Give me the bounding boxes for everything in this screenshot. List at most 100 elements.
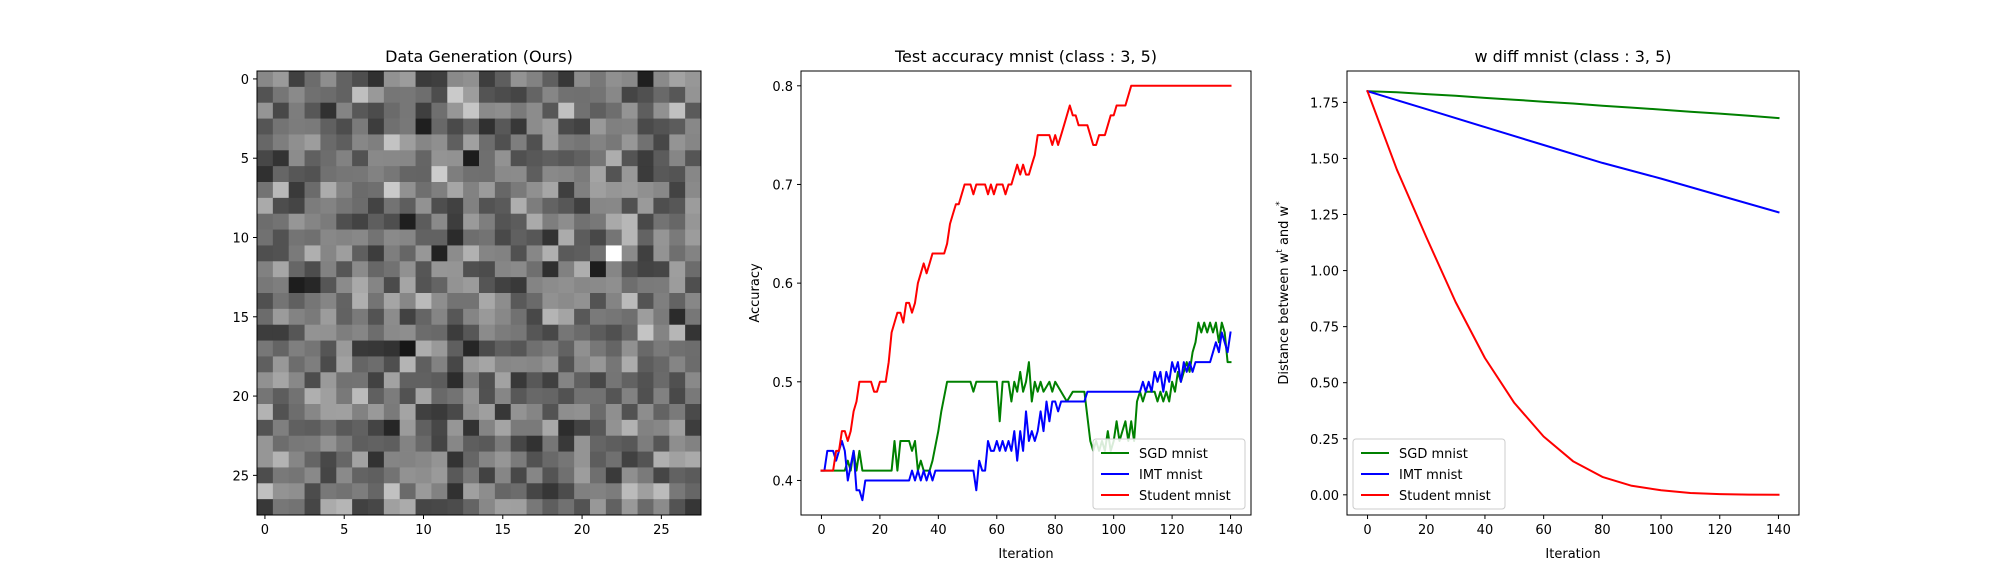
heatmap-cell [272, 483, 290, 500]
heatmap-cell [605, 213, 623, 230]
y-tick-label: 1.75 [1310, 96, 1339, 111]
heatmap-cell [590, 404, 607, 421]
heatmap-cell [463, 86, 480, 104]
heatmap-cell [368, 182, 385, 199]
heatmap-cell [653, 213, 670, 230]
heatmap-cell [542, 245, 559, 262]
y-tick-label: 0.6 [772, 277, 793, 292]
heatmap-cell [653, 182, 670, 199]
heatmap-cell [415, 388, 432, 405]
heatmap-cell [510, 134, 527, 151]
heatmap-cell [320, 134, 337, 151]
heatmap-cell [558, 435, 575, 452]
heatmap-cell [383, 451, 401, 468]
legend-label: SGD mnist [1399, 447, 1468, 462]
wdiff-x-label: Iteration [1545, 547, 1600, 562]
heatmap-cell [479, 356, 496, 373]
heatmap-cell [272, 134, 290, 151]
series-line [820, 321, 1232, 472]
heatmap-cell [494, 277, 512, 294]
heatmap-cell [590, 166, 607, 183]
heatmap-cell [304, 308, 321, 326]
heatmap-cell [320, 71, 337, 88]
heatmap-cell [320, 197, 337, 215]
heatmap-cell [637, 324, 654, 341]
heatmap-cell [558, 451, 575, 468]
heatmap-cell [605, 86, 623, 104]
heatmap-cell [605, 499, 623, 516]
heatmap-cell [605, 340, 623, 357]
heatmap-cell [336, 419, 353, 437]
heatmap-cell [383, 467, 401, 484]
heatmap-cell [621, 499, 638, 516]
heatmap-cell [494, 102, 512, 119]
heatmap-cell [415, 102, 432, 119]
heatmap-cell [304, 102, 321, 119]
heatmap-cell [383, 435, 401, 452]
heatmap-cell [336, 71, 353, 88]
heatmap-cell [479, 340, 496, 357]
heatmap-cell [542, 293, 559, 310]
heatmap-cell [352, 308, 369, 326]
heatmap-cell [304, 86, 321, 104]
heatmap-cell [415, 451, 432, 468]
heatmap-cell [558, 71, 575, 88]
heatmap-cell [621, 245, 638, 262]
heatmap-cell [257, 435, 274, 452]
heatmap-cell [415, 404, 432, 421]
heatmap-cell [383, 419, 401, 437]
heatmap-cell [447, 150, 464, 167]
heatmap-cell [558, 293, 575, 310]
heatmap-cell [669, 308, 686, 326]
heatmap-cell [415, 308, 432, 326]
heatmap-cell [637, 308, 654, 326]
heatmap-cell [399, 166, 416, 183]
heatmap-cell [605, 134, 623, 151]
heatmap-cell [590, 277, 607, 294]
heatmap-cell [257, 261, 274, 278]
heatmap-cell [257, 277, 274, 294]
heatmap-cell [288, 419, 305, 437]
x-tick-label: 140 [1218, 523, 1243, 538]
heatmap-cell [463, 213, 480, 230]
heatmap-cell [399, 277, 416, 294]
heatmap-cell [669, 150, 686, 167]
heatmap-cell [447, 229, 464, 246]
heatmap-cell [431, 340, 448, 357]
heatmap-cell [637, 213, 654, 230]
x-tick-label: 5 [340, 523, 348, 538]
heatmap-cell [415, 261, 432, 278]
heatmap-cell [368, 388, 385, 405]
heatmap-cell [542, 324, 559, 341]
heatmap-cell [336, 372, 353, 389]
heatmap-cell [272, 166, 290, 183]
heatmap-cell [447, 245, 464, 262]
heatmap-cell [605, 419, 623, 437]
heatmap-cell [574, 324, 591, 341]
y-tick-label: 0.50 [1310, 377, 1339, 392]
heatmap-cell [621, 419, 638, 437]
heatmap-cell [685, 102, 702, 119]
heatmap-cell [494, 71, 512, 88]
heatmap-cell [494, 118, 512, 135]
heatmap-cell [257, 182, 274, 199]
heatmap-cell [669, 372, 686, 389]
heatmap-cell [621, 182, 638, 199]
heatmap-cell [542, 435, 559, 452]
heatmap-cell [669, 404, 686, 421]
heatmap-cell [558, 340, 575, 357]
heatmap-cell [653, 499, 670, 516]
heatmap-cell [605, 451, 623, 468]
heatmap-cell [383, 197, 401, 215]
heatmap-cell [288, 340, 305, 357]
wdiff-legend: SGD mnist IMT mnist Student mnist [1352, 438, 1506, 510]
heatmap-cell [526, 134, 543, 151]
heatmap-cell [431, 229, 448, 246]
heatmap-cell [637, 245, 654, 262]
heatmap-cell [399, 324, 416, 341]
heatmap-cell [383, 102, 401, 119]
heatmap-cell [463, 483, 480, 500]
heatmap-cell [415, 467, 432, 484]
heatmap-cell [685, 197, 702, 215]
heatmap-cell [320, 451, 337, 468]
